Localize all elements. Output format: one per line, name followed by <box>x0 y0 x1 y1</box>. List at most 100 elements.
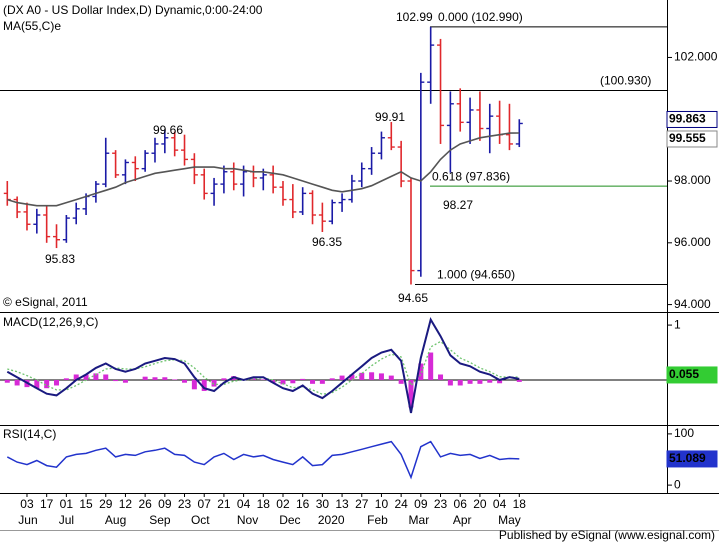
histogram-bar <box>211 379 217 387</box>
last-value-box <box>666 366 718 384</box>
chart-title: (DX A0 - US Dollar Index,D) Dynamic,0:00… <box>3 3 263 17</box>
last-value-box <box>666 450 718 468</box>
y-tick-label: 102.000 <box>674 50 718 64</box>
month-label: Aug <box>105 513 126 527</box>
x-tick-label: 15 <box>79 497 93 511</box>
level-label: 1.000 (94.650) <box>437 268 515 282</box>
macd-line <box>6 317 520 414</box>
swing-label: 95.83 <box>45 252 75 266</box>
swing-label: 98.27 <box>443 198 473 212</box>
histogram-bar <box>319 379 325 384</box>
histogram-bar <box>418 363 424 380</box>
histogram-bar <box>477 379 483 384</box>
x-tick-label: 12 <box>119 497 133 511</box>
histogram-bar <box>142 376 148 380</box>
histogram-bar <box>122 379 128 383</box>
x-tick-label: 06 <box>454 497 468 511</box>
swing-label: 99.91 <box>375 110 405 124</box>
x-tick-label: 10 <box>375 497 389 511</box>
histogram-bar <box>310 379 316 384</box>
month-label: Oct <box>191 513 210 527</box>
month-label: Mar <box>409 513 430 527</box>
histogram-bar <box>447 379 453 386</box>
histogram-bar <box>250 378 256 380</box>
x-tick-label: 24 <box>394 497 408 511</box>
x-tick-label: 09 <box>158 497 172 511</box>
histogram-bar <box>487 379 493 383</box>
x-tick-label: 23 <box>434 497 448 511</box>
histogram-bar <box>54 379 60 386</box>
histogram-bar <box>14 379 20 386</box>
x-tick-label: 04 <box>493 497 507 511</box>
histogram-bar <box>93 373 99 380</box>
histogram-bar <box>290 379 296 384</box>
swing-label: 102.99 <box>396 10 433 24</box>
x-tick-label: 20 <box>473 497 487 511</box>
histogram-bar <box>329 378 335 380</box>
x-tick-label: 18 <box>513 497 527 511</box>
histogram-bar <box>182 379 188 383</box>
swing-label: 96.35 <box>312 235 342 249</box>
month-label: May <box>498 513 521 527</box>
swing-label: 94.65 <box>398 291 428 305</box>
histogram-bar <box>152 377 158 380</box>
histogram-bar <box>280 379 286 385</box>
histogram-bar <box>339 375 345 380</box>
histogram-bar <box>34 379 40 389</box>
watermark: © eSignal, 2011 <box>3 295 88 309</box>
histogram-bar <box>44 379 50 389</box>
x-tick-label: 17 <box>40 497 54 511</box>
x-tick-label: 26 <box>138 497 152 511</box>
month-label: Jun <box>18 513 37 527</box>
month-label: Dec <box>279 513 300 527</box>
histogram-bar <box>378 373 384 380</box>
histogram-bar <box>260 379 266 380</box>
histogram-bar <box>103 374 109 380</box>
histogram-bar <box>73 374 79 380</box>
x-tick-label: 04 <box>237 497 251 511</box>
x-tick-label: 01 <box>60 497 74 511</box>
histogram-bar <box>438 374 444 380</box>
x-tick-label: 02 <box>276 497 290 511</box>
swing-label: 99.66 <box>153 123 183 137</box>
y-tick-label: 1 <box>674 317 681 331</box>
moving-average-line <box>7 132 520 207</box>
histogram-bar <box>4 379 10 383</box>
title-background <box>0 2 300 18</box>
y-tick-label: 0 <box>674 477 681 491</box>
last-value-label: 51.089 <box>669 451 706 465</box>
last-value-box <box>666 130 718 148</box>
level-label: (100.930) <box>600 74 651 88</box>
x-tick-label: 27 <box>355 497 369 511</box>
histogram-bar <box>457 379 463 386</box>
panel-title: RSI(14,C) <box>3 427 56 441</box>
histogram-bar <box>359 372 365 380</box>
x-tick-label: 23 <box>178 497 192 511</box>
x-tick-label: 03 <box>20 497 34 511</box>
histogram-bar <box>428 352 434 380</box>
histogram-bar <box>408 379 414 408</box>
histogram-bar <box>221 378 227 380</box>
month-label: Sep <box>149 513 171 527</box>
x-tick-label: 18 <box>257 497 271 511</box>
histogram-bar <box>162 377 168 380</box>
histogram-bar <box>398 379 404 384</box>
x-tick-label: 09 <box>414 497 428 511</box>
footer: Published by eSignal (www.esignal.com) <box>499 528 715 542</box>
last-value-label: 99.863 <box>669 112 706 126</box>
x-tick-label: 21 <box>217 497 231 511</box>
y-tick-label: 96.000 <box>674 235 711 249</box>
x-tick-label: 13 <box>335 497 349 511</box>
month-label: Nov <box>237 513 258 527</box>
level-label: 0.618 (97.836) <box>432 169 510 183</box>
rsi-line <box>6 440 520 480</box>
x-tick-label: 30 <box>316 497 330 511</box>
histogram-bar <box>497 379 503 384</box>
histogram-bar <box>172 379 178 380</box>
x-tick-label: 16 <box>296 497 310 511</box>
level-label: 0.000 (102.990) <box>438 10 523 24</box>
month-label: Apr <box>453 513 472 527</box>
last-value-label: 99.555 <box>669 131 706 145</box>
x-tick-label: 29 <box>99 497 113 511</box>
